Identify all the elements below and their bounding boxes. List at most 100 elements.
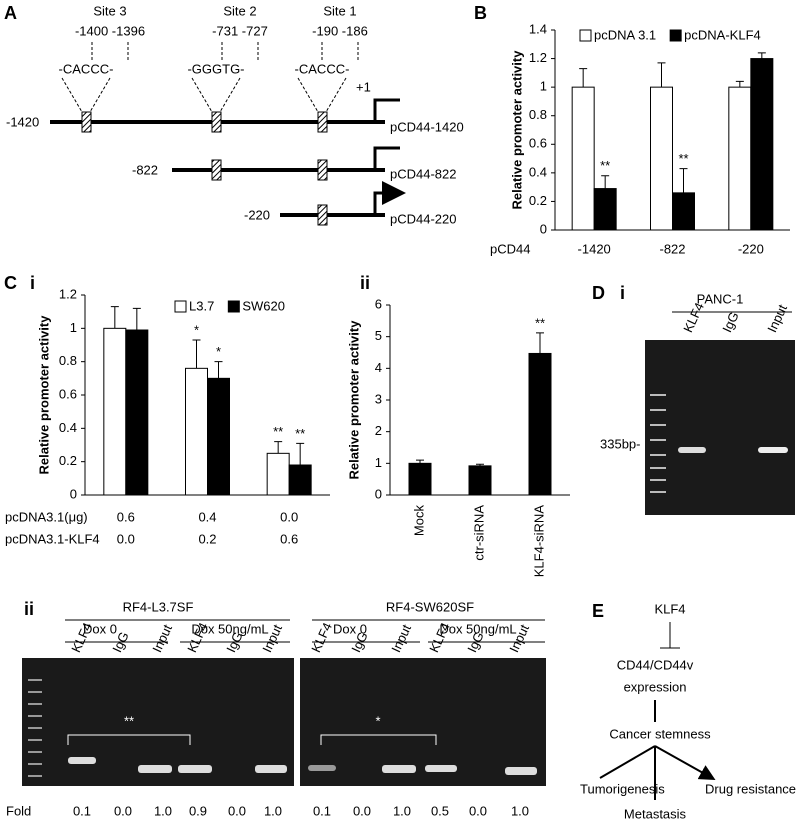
gel [300, 658, 546, 786]
legend-swatch [669, 29, 682, 42]
table-cell: 0.6 [117, 509, 135, 524]
fold-value: 0.1 [313, 803, 331, 818]
legend-swatch [174, 300, 187, 313]
node: expression [624, 679, 687, 694]
significance: * [194, 322, 199, 337]
y-tick-label: 0.4 [59, 420, 77, 435]
construct-name: pCD44-822 [390, 166, 457, 181]
condition: Dox 50ng/mL [439, 621, 516, 636]
inhibition [660, 622, 680, 649]
error-bar [110, 306, 119, 329]
x-tick-label: ctr-siRNA [471, 505, 486, 561]
fold-value: 0.0 [469, 803, 487, 818]
error-bar [296, 442, 305, 465]
table-row-label: pcDNA3.1-KLF4 [5, 531, 100, 546]
bar [266, 452, 290, 496]
bar [207, 377, 230, 496]
y-axis-label: Relative promoter activity [509, 50, 524, 210]
gel-d: PANC-1 335bp- [600, 291, 795, 515]
x-tick-label: -1420 [578, 241, 611, 256]
lane-label: KLF4 [680, 300, 707, 335]
y-tick-label: 4 [375, 360, 382, 375]
fold-value: 0.0 [228, 803, 246, 818]
fold-value: 1.0 [154, 803, 172, 818]
legend-label: pcDNA 3.1 [594, 27, 656, 42]
error-bar [214, 361, 223, 379]
y-tick-label: 0.8 [529, 107, 547, 122]
lane-label: IgG [719, 309, 741, 334]
bar [650, 86, 673, 231]
ladder [28, 679, 42, 777]
table-cell: 0.6 [280, 531, 298, 546]
y-tick-label: 0.8 [59, 353, 77, 368]
construct-start: -220 [244, 207, 270, 222]
bar [728, 86, 752, 231]
node: Drug resistance [705, 781, 796, 796]
error-bar [601, 175, 610, 189]
site-lines [61, 42, 359, 113]
y-tick-label: 0.4 [529, 164, 547, 179]
error-bar [476, 463, 484, 466]
bar [571, 86, 595, 231]
legend-swatch [579, 29, 592, 42]
bar [408, 462, 432, 496]
panel-label: B [474, 3, 487, 23]
x-tick-label: Mock [411, 505, 426, 537]
construct-start: -1420 [6, 114, 39, 129]
node: Cancer stemness [609, 726, 711, 741]
tss-label: +1 [356, 79, 371, 94]
marker-label: 335bp- [600, 436, 640, 451]
fold-label: Fold [6, 803, 31, 818]
promoter-diagram: Site 3 -1400 -1396 -CACCC- Site 2 -731 -… [6, 3, 464, 226]
site-name: Site 3 [93, 3, 126, 18]
legend-label: L3.7 [189, 298, 214, 313]
bar [125, 329, 149, 496]
panel-label: C [4, 273, 17, 293]
pathway: KLF4 CD44/CD44v expression Cancer stemne… [580, 601, 796, 821]
error-bar [274, 441, 283, 454]
table-cell: 0.2 [198, 531, 216, 546]
panel-label: D [592, 283, 605, 303]
construct-start: -822 [132, 162, 158, 177]
y-tick-label: 0.6 [59, 386, 77, 401]
site-positions: -731 -727 [212, 23, 268, 38]
bar [103, 327, 127, 496]
error-bar [416, 459, 424, 464]
panel-label: E [592, 601, 604, 621]
bar [750, 58, 774, 231]
table-cell: 0.4 [198, 509, 216, 524]
y-tick-label: 0.2 [529, 193, 547, 208]
fold-value: 0.5 [431, 803, 449, 818]
site-sequence: -CACCC- [59, 61, 114, 76]
y-tick-label: 1.2 [529, 50, 547, 65]
bar [528, 352, 552, 496]
y-tick-label: 0 [375, 486, 382, 501]
panel-label: A [4, 3, 17, 23]
comparison-bracket [67, 734, 437, 745]
table-cell: 0.0 [117, 531, 135, 546]
construct-name: pCD44-1420 [390, 119, 464, 134]
panel-label: ii [360, 273, 370, 293]
y-axis-label: Relative promoter activity [36, 315, 51, 475]
site-positions: -190 -186 [312, 23, 368, 38]
fold-value: 0.9 [189, 803, 207, 818]
y-tick-label: 5 [375, 328, 382, 343]
y-tick-label: 0 [70, 486, 77, 501]
y-tick-label: 1 [375, 455, 382, 470]
significance: ** [678, 151, 688, 166]
panel-label: i [620, 283, 625, 303]
y-tick-label: 0.6 [529, 136, 547, 151]
node: CD44/CD44v [617, 657, 694, 672]
significance: * [375, 713, 380, 728]
cell-line: RF4-SW620SF [386, 599, 474, 614]
y-tick-label: 0.2 [59, 453, 77, 468]
lane-label: KLF4 [184, 620, 211, 655]
significance: * [216, 344, 221, 359]
panel-label: i [30, 273, 35, 293]
significance: ** [124, 713, 134, 728]
x-row-label: pCD44 [490, 241, 530, 256]
y-tick-label: 1.2 [59, 286, 77, 301]
band [678, 447, 706, 453]
node: KLF4 [654, 601, 685, 616]
